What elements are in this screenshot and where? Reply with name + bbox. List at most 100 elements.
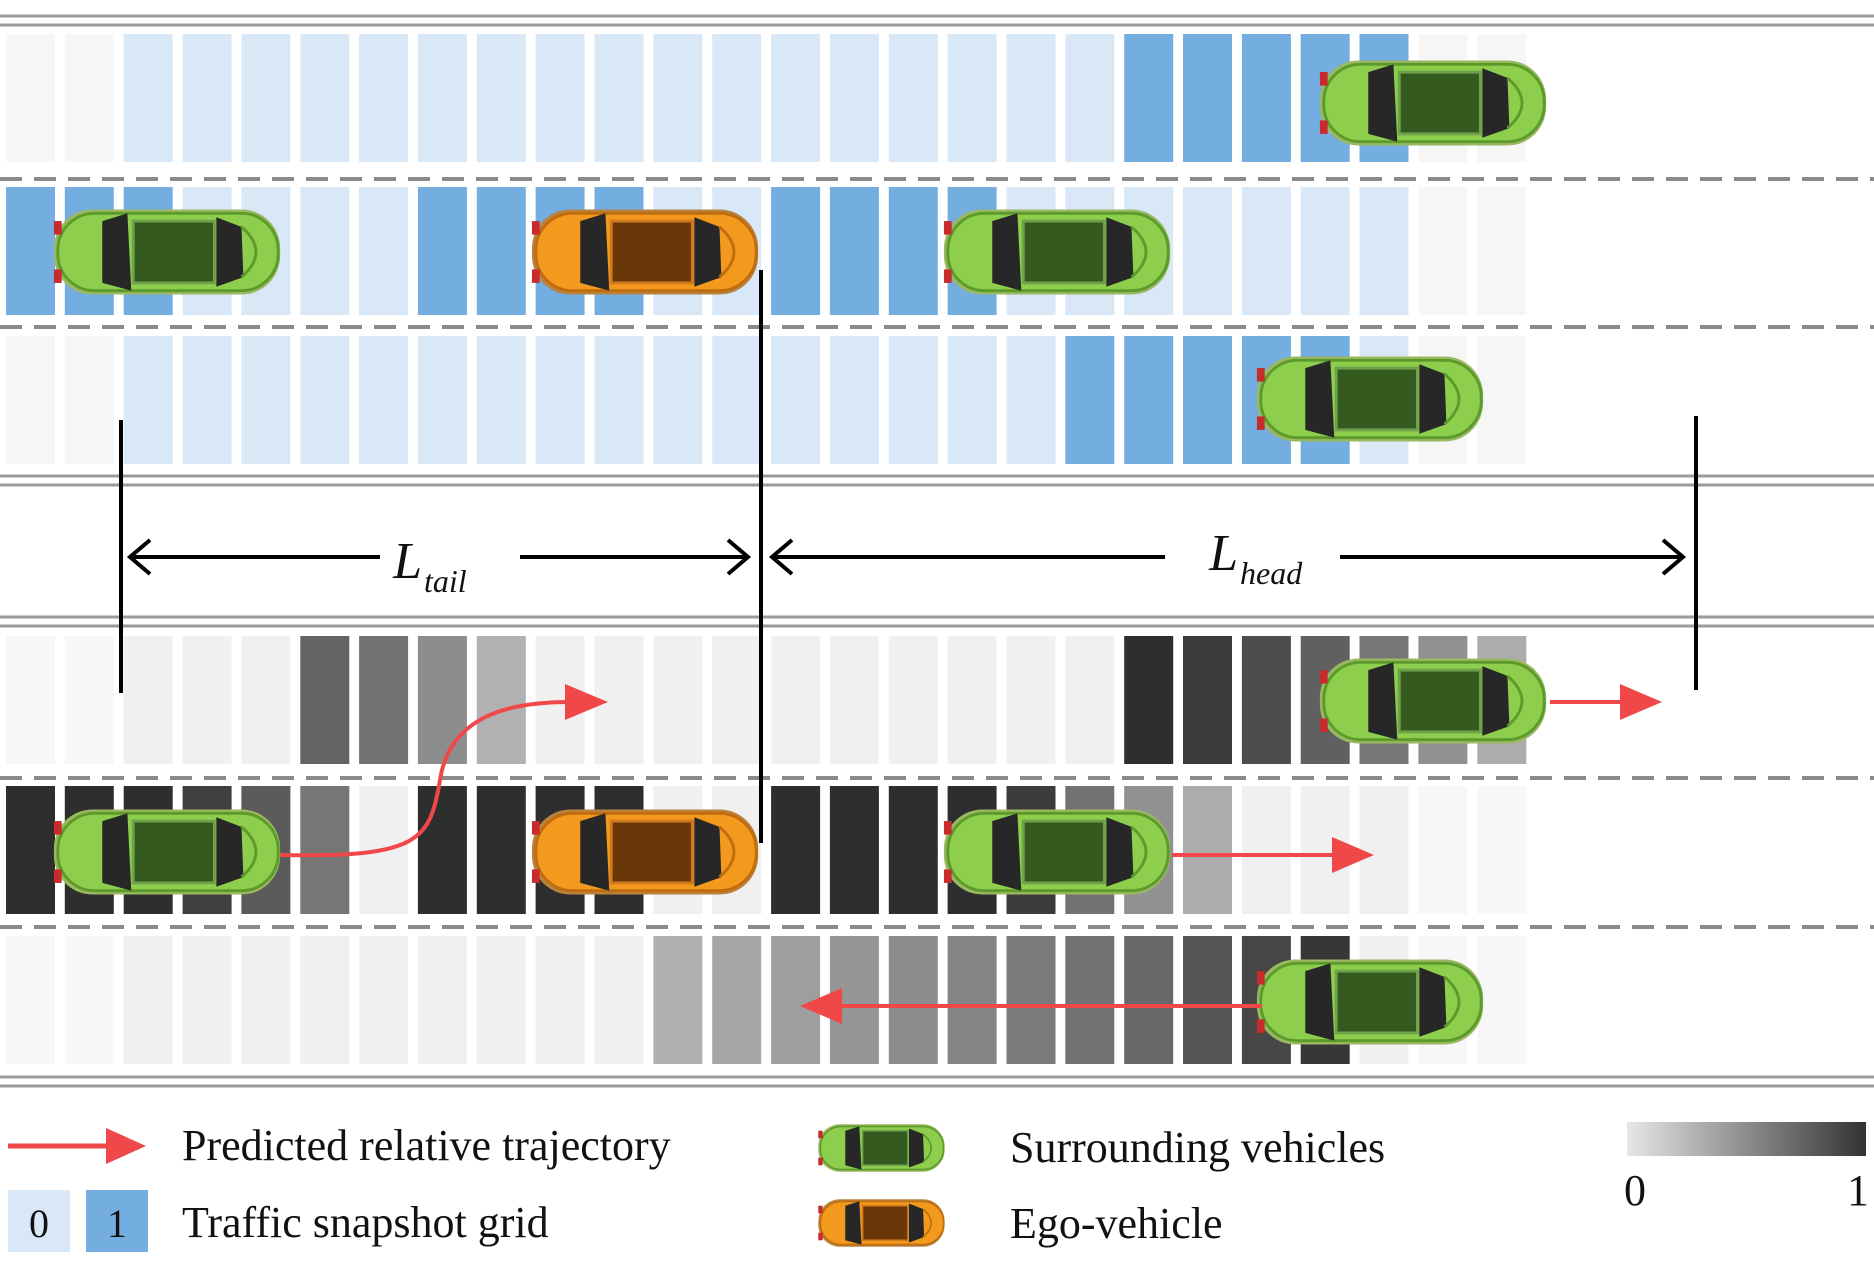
grid-cell [712,636,762,764]
grid-cell [888,336,938,464]
grid-cell [1477,936,1527,1064]
surrounding-vehicle [1255,354,1485,444]
grid-cell [1183,187,1232,315]
grid-cell [1418,786,1468,914]
trajectory-arrowhead [1332,837,1374,873]
grid-cell [888,936,938,1064]
grid-value-1: 1 [107,1201,127,1246]
grid-cell [6,786,55,914]
grid-cell [300,34,350,162]
grid-cell [829,34,879,162]
grid-cell [6,34,55,162]
grid-cell [947,936,997,1064]
grid-cell [1006,34,1056,162]
grid-cell [1183,786,1232,914]
grid-cell [594,936,644,1064]
grid-cell [6,187,55,315]
legend-scale: 0 1 [1624,1122,1869,1215]
grid-cell [771,936,821,1064]
grid-value-0: 0 [29,1201,49,1246]
grid-cell [476,34,526,162]
legend-surrounding-label: Surrounding vehicles [1010,1123,1385,1172]
l-tail-subscript: tail [424,563,467,599]
grid-cell [123,936,173,1064]
grid-cell [888,636,938,764]
grid-cell [947,336,997,464]
grid-cell [594,34,644,162]
grid-cell [535,34,585,162]
grid-cell [1477,336,1527,464]
grid-cell [417,786,467,914]
grid-cell [359,187,409,315]
legend-ego: Ego-vehicle [817,1198,1223,1248]
grid-cell [594,336,644,464]
grid-cell [182,936,232,1064]
grid-cell [6,336,55,464]
grid-cell [888,34,938,162]
surrounding-vehicle [52,207,282,297]
grid-cell [1183,936,1232,1064]
legend-trajectory: Predicted relative trajectory [8,1121,671,1170]
grid-cell [829,786,879,914]
grid-cell [123,34,173,162]
grid-cell [712,34,762,162]
grid-cell [417,336,467,464]
grid-cell [1418,187,1468,315]
grid-cell [653,336,703,464]
grid-cell [535,936,585,1064]
grid-cell [1241,636,1291,764]
grid-cell [241,34,291,162]
grid-cell [476,636,526,764]
grid-cell [64,34,114,162]
grid-cell [771,34,821,162]
grid-occupied-swatch [86,1190,148,1252]
grid-cell [359,936,409,1064]
ego-vehicle [530,807,760,897]
grid-cell [653,936,703,1064]
grid-cell [476,187,526,315]
grid-cell [535,336,585,464]
grid-cell [241,336,291,464]
legend-grid-label: Traffic snapshot grid [182,1198,549,1247]
grid-cell [64,636,114,764]
grid-cell [476,336,526,464]
grid-cell [1006,936,1056,1064]
grid-cell [64,936,114,1064]
grid-cell [771,336,821,464]
grid-cell [476,936,526,1064]
trajectory-arrowhead [565,684,608,720]
grid-cell [417,636,467,764]
grid-cell [888,187,938,315]
surrounding-vehicle [1318,656,1548,746]
legend: Predicted relative trajectory 0 1 Traffi… [8,1121,1869,1252]
grid-cell [947,34,997,162]
grayscale-bar [1627,1122,1866,1156]
range-markers: L tail L head [119,270,1698,843]
grid-cell [1124,34,1174,162]
grid-cell [241,636,291,764]
grid-cell [712,336,762,464]
grid-cell [300,636,350,764]
grid-cell [417,187,467,315]
grid-cell [123,336,173,464]
grid-cell [182,336,232,464]
grid-cell [1359,786,1409,914]
surrounding-vehicle [942,207,1172,297]
trajectory-arrowhead [800,988,842,1024]
grid-cell [182,34,232,162]
l-tail-dimension: L tail [126,533,752,599]
grid-cell [653,636,703,764]
grid-cell [829,336,879,464]
grid-cell [1183,336,1232,464]
grid-cell [947,636,997,764]
grid-cell [300,187,350,315]
grid-cell [1477,187,1527,315]
grid-cell [1300,187,1350,315]
grid-cell [359,636,409,764]
grid-cell [1183,34,1232,162]
grid-cell [417,34,467,162]
grid-cell [771,636,821,764]
legend-ego-label: Ego-vehicle [1010,1199,1223,1248]
prediction-road [0,615,1874,1088]
grid-cell [476,786,526,914]
